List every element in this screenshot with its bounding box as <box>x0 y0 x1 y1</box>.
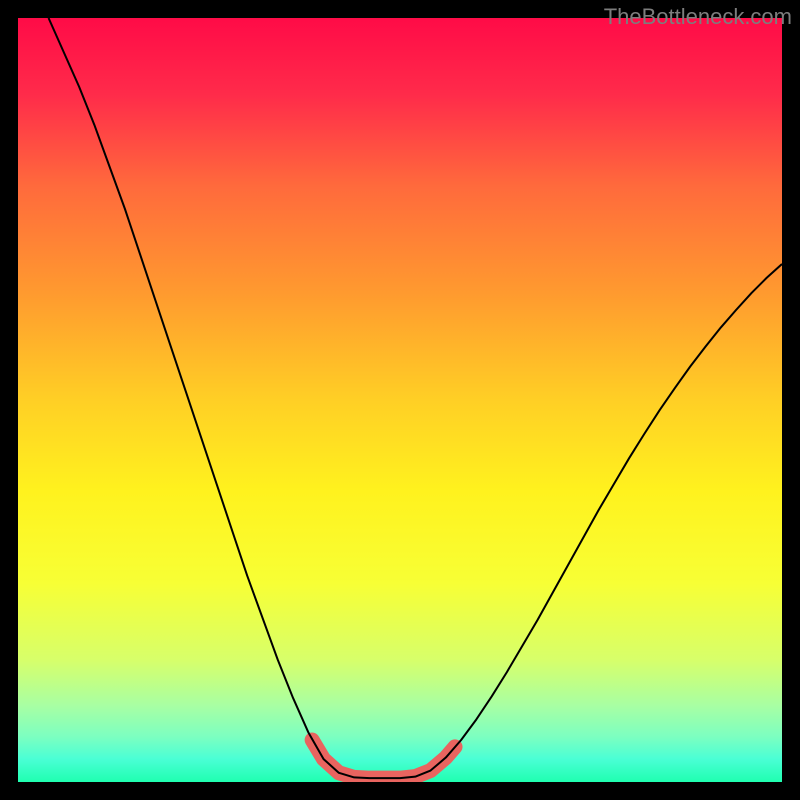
chart-svg <box>18 18 782 782</box>
watermark-label: TheBottleneck.com <box>604 4 792 30</box>
bottleneck-chart: TheBottleneck.com <box>0 0 800 800</box>
plot-area <box>18 18 782 782</box>
